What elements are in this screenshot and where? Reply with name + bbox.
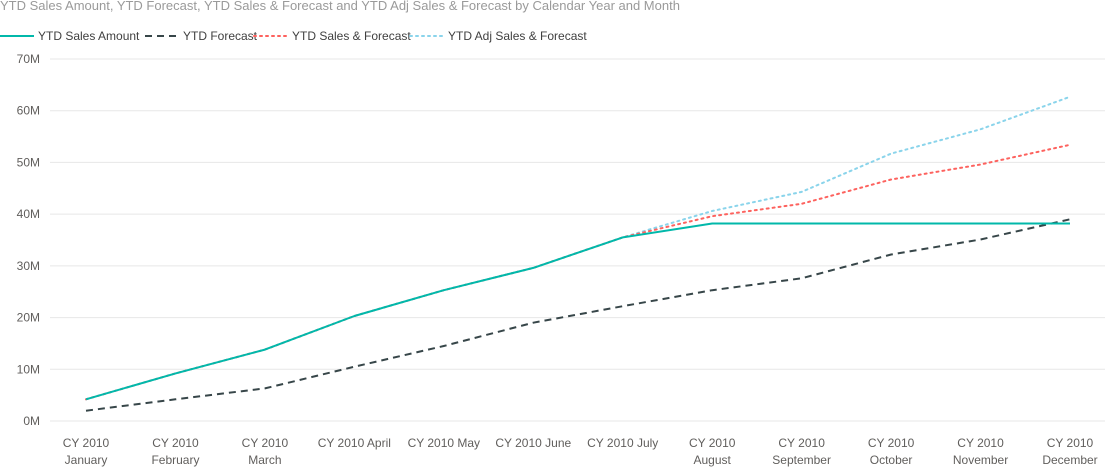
x-tick-label: CY 2010 February xyxy=(151,436,199,467)
x-tick-label: CY 2010 November xyxy=(953,436,1008,467)
y-axis-ticks: 0M 10M 20M 30M 40M 50M 60M 70M xyxy=(17,52,40,428)
legend-label: YTD Sales Amount xyxy=(38,29,140,43)
series-line-ytd-sales-and-forecast[interactable] xyxy=(85,143,1071,401)
x-tick-label: CY 2010 September xyxy=(772,436,831,467)
x-tick-label: CY 2010 June xyxy=(495,436,571,450)
legend-item-ytd-adj-sales-and-forecast[interactable]: YTD Adj Sales & Forecast xyxy=(409,29,587,43)
legend-item-ytd-sales-and-forecast[interactable]: YTD Sales & Forecast xyxy=(253,29,411,43)
series-line-ytd-sales-amount[interactable] xyxy=(85,222,1070,401)
y-tick-label: 50M xyxy=(17,155,40,169)
x-tick-label: CY 2010 October xyxy=(868,436,915,467)
x-tick-label: CY 2010 July xyxy=(587,436,658,450)
legend-label: YTD Sales & Forecast xyxy=(292,29,411,43)
y-tick-label: 70M xyxy=(17,52,40,66)
series-lines xyxy=(85,95,1071,412)
y-tick-label: 40M xyxy=(17,207,40,221)
x-tick-label: CY 2010 April xyxy=(318,436,391,450)
legend-item-ytd-forecast[interactable]: YTD Forecast xyxy=(145,29,258,43)
legend-label: YTD Forecast xyxy=(183,29,258,43)
y-tick-label: 10M xyxy=(17,362,40,376)
x-tick-label: CY 2010 March xyxy=(242,436,289,467)
chart-title: YTD Sales Amount, YTD Forecast, YTD Sale… xyxy=(0,0,680,13)
x-tick-label: CY 2010 January xyxy=(63,436,110,467)
x-tick-label: CY 2010 December xyxy=(1042,436,1097,467)
x-axis-ticks: CY 2010 January CY 2010 February CY 2010 Marc… xyxy=(63,436,1098,467)
x-tick-label: CY 2010 May xyxy=(408,436,481,450)
legend-item-ytd-sales-amount[interactable]: YTD Sales Amount xyxy=(0,29,140,43)
x-tick-label: CY 2010 August xyxy=(689,436,736,467)
series-line-ytd-forecast[interactable] xyxy=(85,218,1071,412)
y-tick-label: 20M xyxy=(17,311,40,325)
y-tick-label: 0M xyxy=(23,414,40,428)
legend[interactable]: YTD Sales Amount YTD Forecast YTD Sales & … xyxy=(0,29,587,43)
series-line-ytd-adj-sales-and-forecast[interactable] xyxy=(85,95,1071,401)
y-tick-label: 60M xyxy=(17,104,40,118)
legend-label: YTD Adj Sales & Forecast xyxy=(448,29,587,43)
gridlines xyxy=(50,58,1105,422)
y-tick-label: 30M xyxy=(17,259,40,273)
